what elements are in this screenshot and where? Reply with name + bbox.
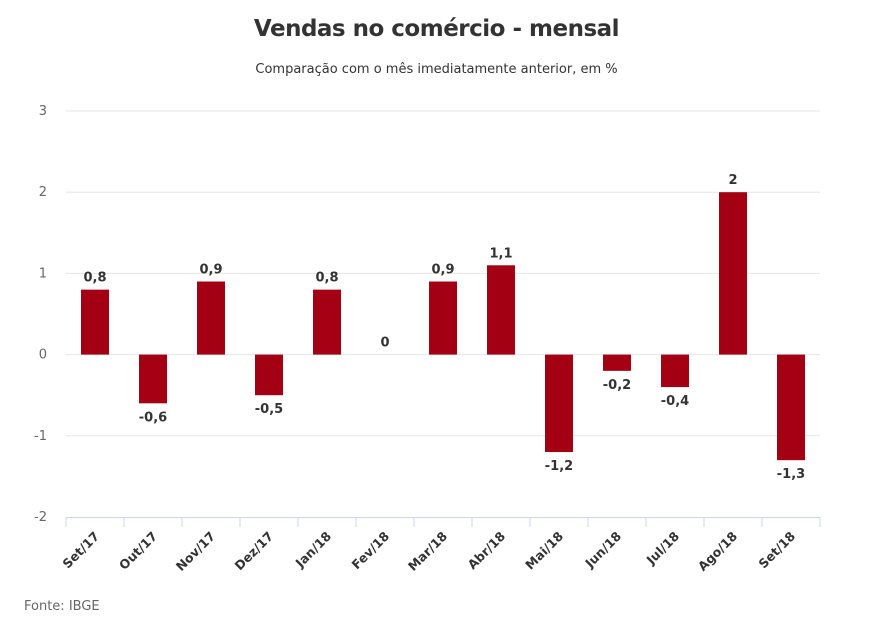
bar[interactable] bbox=[197, 281, 225, 355]
data-label: -1,2 bbox=[545, 459, 573, 474]
x-tick-label: Set/17 bbox=[59, 529, 102, 572]
y-tick-label: 2 bbox=[39, 185, 47, 200]
bar[interactable] bbox=[603, 354, 631, 371]
data-label: -0,6 bbox=[139, 410, 167, 425]
y-tick-label: 0 bbox=[39, 348, 47, 363]
data-label: 0 bbox=[380, 336, 389, 351]
x-tick-label: Dez/17 bbox=[232, 529, 277, 574]
bar[interactable] bbox=[139, 354, 167, 404]
data-label: -0,5 bbox=[255, 402, 283, 417]
x-axis: Set/17 Out/17 Nov/17 Dez/17 Jan/18 Fev/18 Mar/… bbox=[59, 517, 821, 574]
bars bbox=[81, 192, 805, 461]
data-label: 1,1 bbox=[489, 246, 512, 261]
chart-title: Vendas no comércio - mensal bbox=[253, 16, 620, 42]
x-tick-label: Abr/18 bbox=[464, 529, 508, 573]
bar[interactable] bbox=[429, 281, 457, 355]
y-tick-label: -2 bbox=[34, 510, 47, 525]
data-label: 0,8 bbox=[315, 271, 338, 286]
data-label: -0,2 bbox=[603, 378, 631, 393]
bar[interactable] bbox=[545, 354, 573, 453]
x-tick-label: Jul/18 bbox=[643, 529, 682, 568]
x-tick-label: Out/17 bbox=[116, 529, 160, 573]
y-axis: 3 2 1 0 -1 -2 bbox=[34, 104, 47, 525]
data-label: -0,4 bbox=[661, 394, 689, 409]
data-label: 2 bbox=[728, 173, 737, 188]
x-tick-label: Ago/18 bbox=[695, 529, 740, 574]
data-label: 0,9 bbox=[199, 263, 222, 278]
y-tick-label: 3 bbox=[39, 104, 47, 119]
x-tick-label: Fev/18 bbox=[349, 529, 393, 573]
gridlines bbox=[66, 110, 820, 437]
chart-subtitle: Comparação com o mês imediatamente anter… bbox=[255, 62, 618, 77]
x-tick-label: Set/18 bbox=[755, 529, 798, 572]
data-label: 0,9 bbox=[431, 263, 454, 278]
bar[interactable] bbox=[255, 354, 283, 396]
bar[interactable] bbox=[81, 289, 109, 355]
x-tick-label: Mai/18 bbox=[522, 529, 566, 573]
data-labels: 0,8 -0,6 0,9 -0,5 0,8 0 0,9 1,1 -1,2 -0,2 -0,4 2 -1,… bbox=[83, 173, 805, 482]
bar[interactable] bbox=[777, 354, 805, 461]
x-tick-label: Mar/18 bbox=[405, 529, 450, 574]
x-tick-label: Jun/18 bbox=[581, 529, 624, 572]
y-tick-label: 1 bbox=[39, 266, 47, 281]
x-tick-label: Jan/18 bbox=[292, 529, 334, 571]
bar[interactable] bbox=[487, 265, 515, 355]
data-label: -1,3 bbox=[777, 467, 805, 482]
y-tick-label: -1 bbox=[34, 429, 47, 444]
bar[interactable] bbox=[313, 289, 341, 355]
bar[interactable] bbox=[661, 354, 689, 388]
x-tick-label: Nov/17 bbox=[173, 529, 218, 574]
bar[interactable] bbox=[719, 192, 747, 355]
source-note: Fonte: IBGE bbox=[24, 599, 100, 614]
data-label: 0,8 bbox=[83, 271, 106, 286]
